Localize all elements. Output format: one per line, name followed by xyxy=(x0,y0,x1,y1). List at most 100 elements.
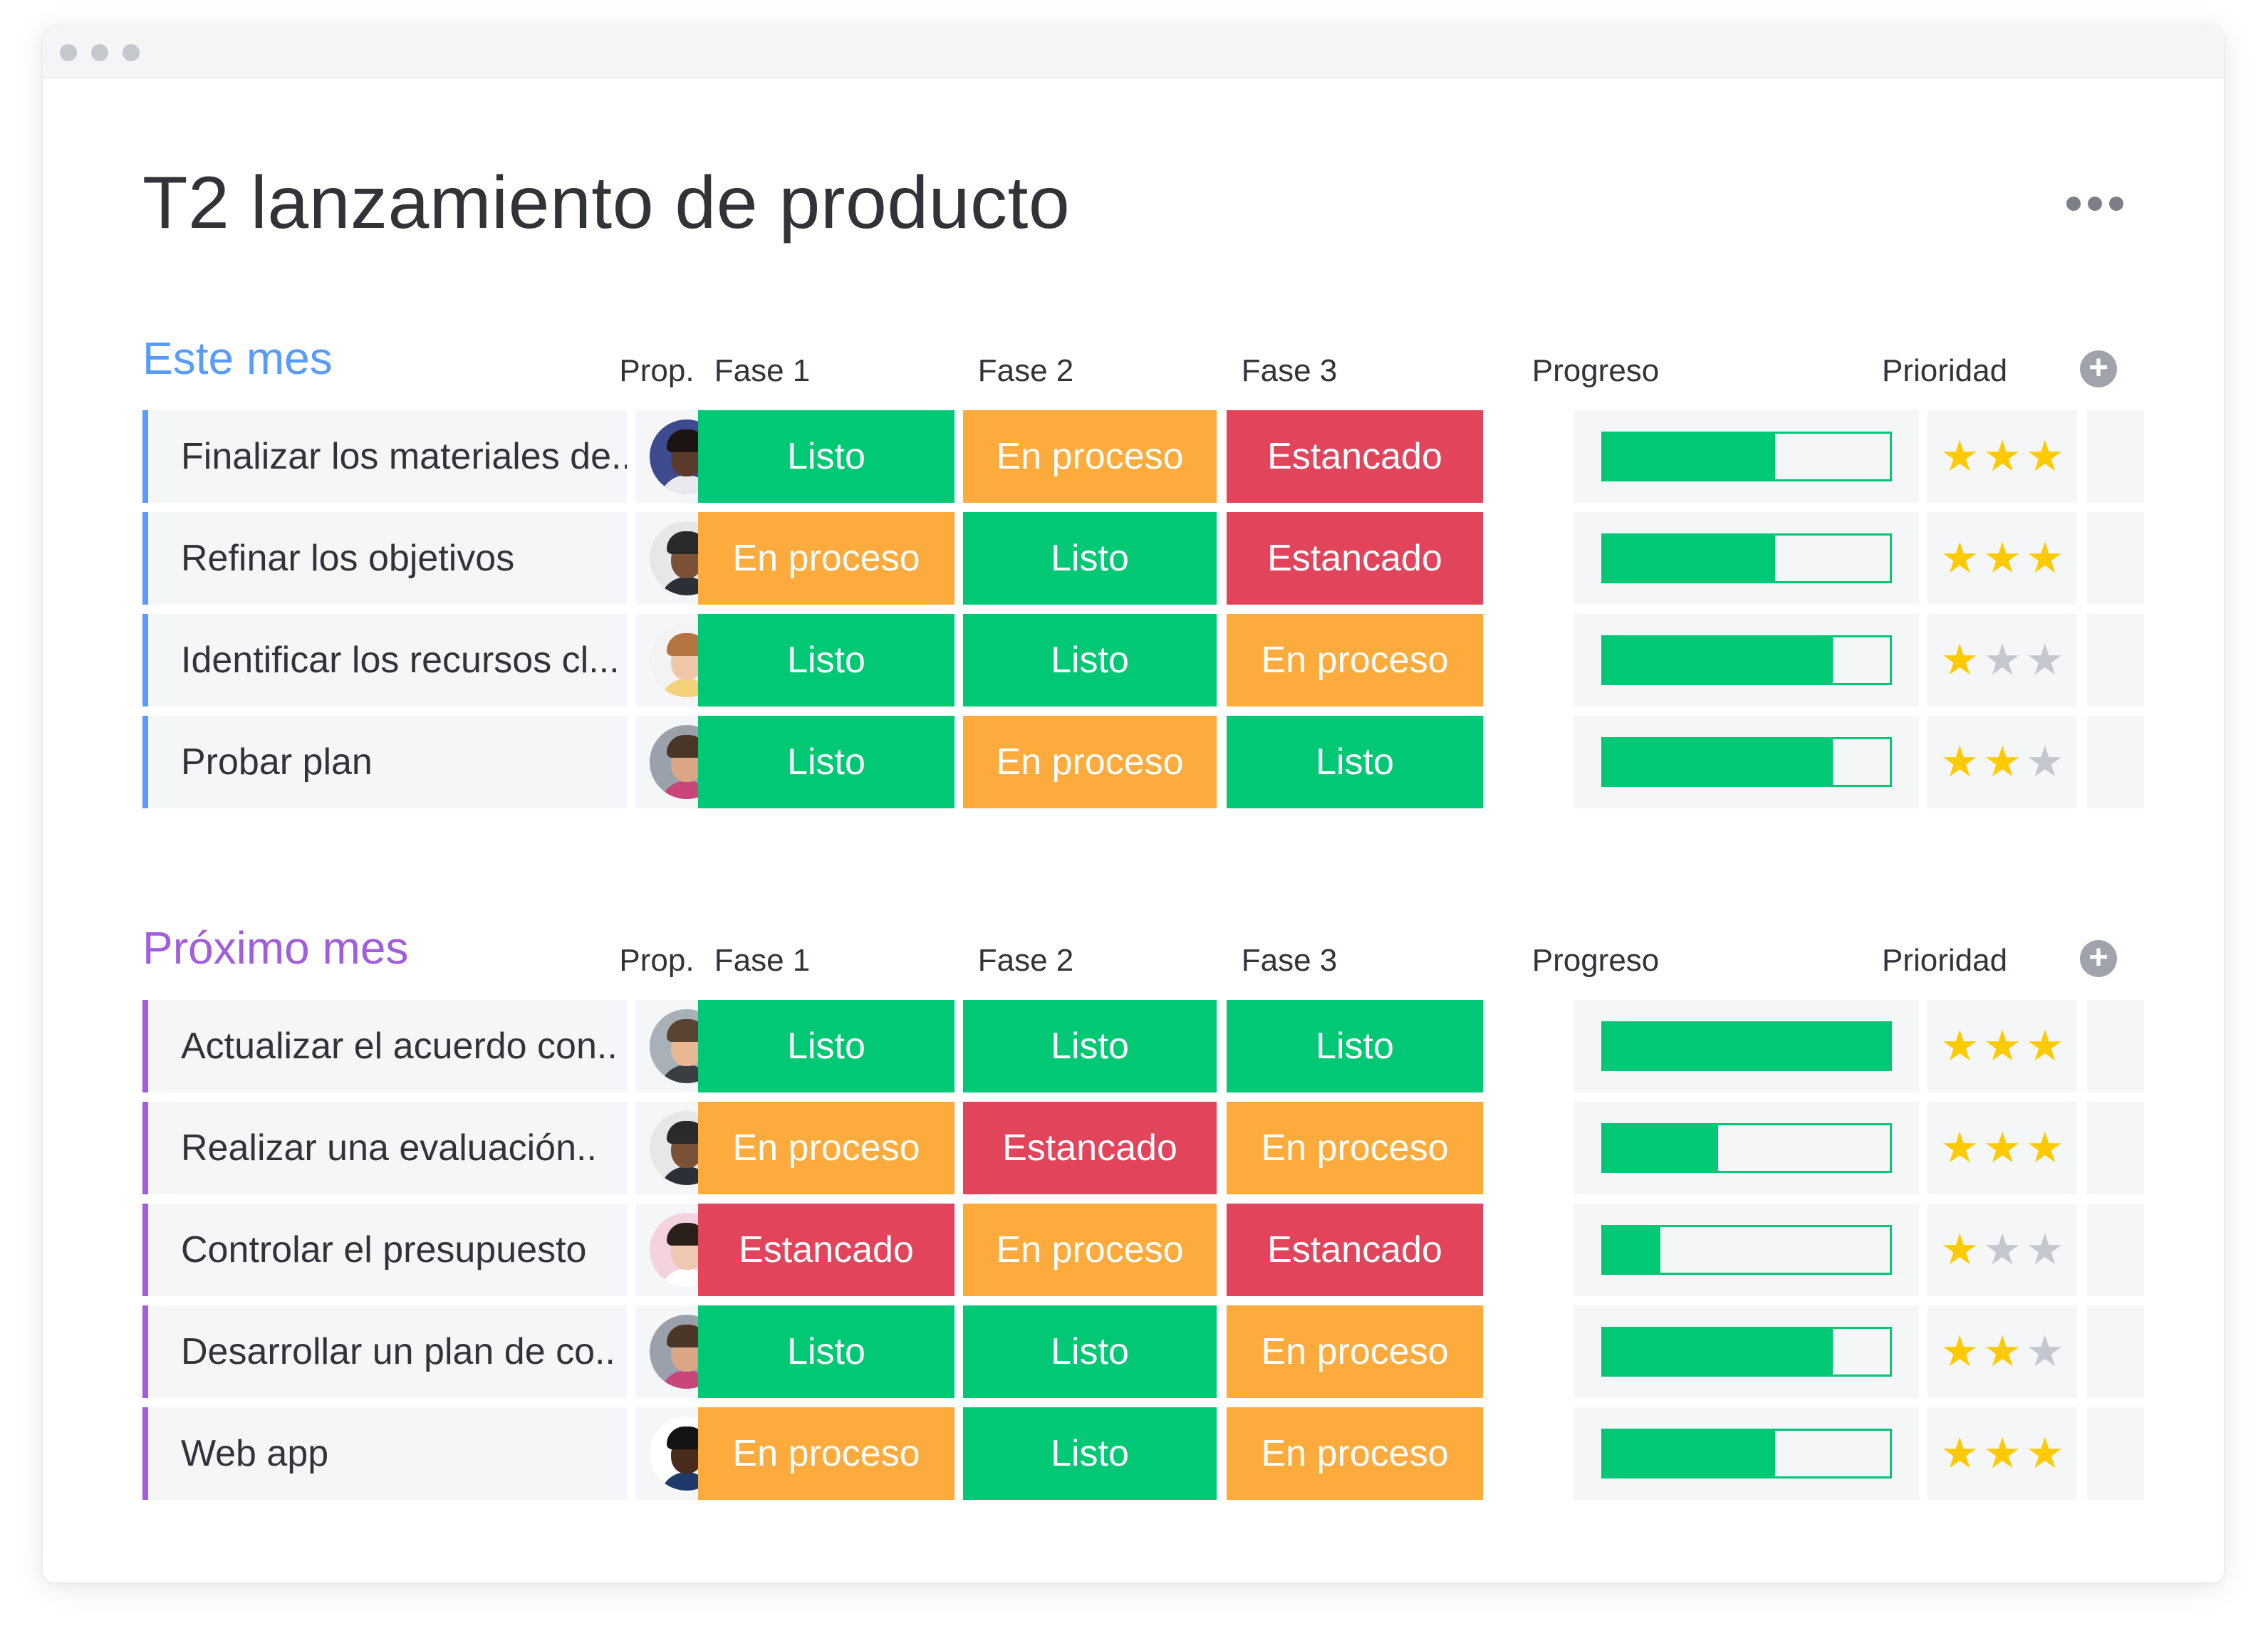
star-icon[interactable]: ★ xyxy=(1983,636,2022,684)
priority-rating[interactable]: ★ ★ ★ xyxy=(1928,1102,2077,1194)
status-phase-2[interactable]: Estancado xyxy=(963,1102,1217,1194)
column-header-phase3: Fase 3 xyxy=(1241,353,1338,388)
progress-cell xyxy=(1574,1305,1919,1398)
priority-rating[interactable]: ★ ★ ★ xyxy=(1928,410,2077,503)
star-icon[interactable]: ★ xyxy=(1983,1124,2022,1172)
priority-rating[interactable]: ★ ★ ★ xyxy=(1928,614,2077,706)
status-phase-3[interactable]: En proceso xyxy=(1227,1305,1483,1398)
progress-cell xyxy=(1574,1102,1919,1194)
window-dot-icon xyxy=(60,44,77,61)
star-icon[interactable]: ★ xyxy=(1940,432,1980,480)
star-icon[interactable]: ★ xyxy=(2025,636,2064,684)
star-icon[interactable]: ★ xyxy=(1940,1022,1980,1070)
star-icon[interactable]: ★ xyxy=(2025,1328,2064,1375)
star-icon[interactable]: ★ xyxy=(2025,1022,2064,1070)
item-name[interactable]: Probar plan xyxy=(142,716,627,808)
progress-fill xyxy=(1603,739,1833,785)
status-phase-1[interactable]: Listo xyxy=(698,1305,954,1398)
column-header-phase1: Fase 1 xyxy=(714,943,811,978)
item-name[interactable]: Desarrollar un plan de co.. xyxy=(142,1305,627,1398)
empty-cell xyxy=(2087,716,2144,808)
star-icon[interactable]: ★ xyxy=(1983,1022,2022,1070)
star-icon[interactable]: ★ xyxy=(1940,1429,1980,1477)
progress-fill xyxy=(1603,536,1776,581)
table-row: Refinar los objetivos En proceso Listo Esta… xyxy=(142,512,2171,605)
status-phase-3[interactable]: En proceso xyxy=(1227,1407,1483,1500)
star-icon[interactable]: ★ xyxy=(1983,738,2022,786)
status-phase-1[interactable]: En proceso xyxy=(698,1407,954,1500)
item-name[interactable]: Web app xyxy=(142,1407,627,1500)
column-header-phase2: Fase 2 xyxy=(977,943,1074,978)
progress-cell xyxy=(1574,614,1919,706)
star-icon[interactable]: ★ xyxy=(2025,1124,2064,1172)
star-icon[interactable]: ★ xyxy=(2025,1226,2064,1273)
progress-bar xyxy=(1601,1327,1892,1377)
star-icon[interactable]: ★ xyxy=(1940,1328,1980,1375)
status-phase-1[interactable]: Listo xyxy=(698,614,954,706)
progress-bar xyxy=(1601,432,1892,481)
group-title[interactable]: Este mes xyxy=(142,333,333,384)
status-phase-2[interactable]: Listo xyxy=(963,614,1217,706)
star-icon[interactable]: ★ xyxy=(1983,1429,2022,1477)
status-phase-2[interactable]: Listo xyxy=(963,1407,1217,1500)
column-header-progress: Progreso xyxy=(1531,353,1660,388)
priority-rating[interactable]: ★ ★ ★ xyxy=(1928,1204,2077,1296)
status-phase-3[interactable]: En proceso xyxy=(1227,614,1483,706)
star-icon[interactable]: ★ xyxy=(1940,636,1980,684)
window-titlebar xyxy=(43,26,2224,78)
star-icon[interactable]: ★ xyxy=(2025,738,2064,786)
group-title[interactable]: Próximo mes xyxy=(142,922,409,974)
empty-cell xyxy=(2087,410,2144,503)
plus-circle-icon[interactable]: + xyxy=(2080,350,2117,387)
star-icon[interactable]: ★ xyxy=(1940,1226,1980,1273)
priority-rating[interactable]: ★ ★ ★ xyxy=(1928,1000,2077,1092)
item-name[interactable]: Actualizar el acuerdo con.. xyxy=(142,1000,627,1092)
item-name[interactable]: Controlar el presupuesto xyxy=(142,1204,627,1296)
priority-rating[interactable]: ★ ★ ★ xyxy=(1928,1305,2077,1398)
status-phase-2[interactable]: Listo xyxy=(963,512,1217,605)
item-name[interactable]: Finalizar los materiales de.. xyxy=(142,410,627,503)
star-icon[interactable]: ★ xyxy=(2025,1429,2064,1477)
status-phase-1[interactable]: En proceso xyxy=(698,512,954,605)
plus-circle-icon[interactable]: + xyxy=(2080,940,2117,977)
progress-fill xyxy=(1603,1227,1661,1273)
group-2: Próximo mes Prop. Fase 1 Fase 2 Fase 3 Progre… xyxy=(43,922,2224,1506)
star-icon[interactable]: ★ xyxy=(1983,432,2022,480)
star-icon[interactable]: ★ xyxy=(1983,1328,2022,1375)
progress-cell xyxy=(1574,1000,1919,1092)
column-header-owner: Prop. xyxy=(619,943,695,978)
priority-rating[interactable]: ★ ★ ★ xyxy=(1928,1407,2077,1500)
star-icon[interactable]: ★ xyxy=(1940,738,1980,786)
status-phase-2[interactable]: En proceso xyxy=(963,410,1217,503)
status-phase-2[interactable]: En proceso xyxy=(963,716,1217,808)
status-phase-2[interactable]: En proceso xyxy=(963,1204,1217,1296)
star-icon[interactable]: ★ xyxy=(1983,1226,2022,1273)
priority-rating[interactable]: ★ ★ ★ xyxy=(1928,512,2077,605)
table-row: Web app En proceso Listo En proceso ★ ★ ★ xyxy=(142,1407,2171,1500)
star-icon[interactable]: ★ xyxy=(1983,534,2022,582)
group-1: Este mes Prop. Fase 1 Fase 2 Fase 3 Progreso P… xyxy=(43,332,2224,815)
status-phase-2[interactable]: Listo xyxy=(963,1305,1217,1398)
item-name[interactable]: Identificar los recursos cl... xyxy=(142,614,627,706)
status-phase-3[interactable]: Estancado xyxy=(1227,410,1483,503)
more-horizontal-icon[interactable] xyxy=(2063,189,2127,218)
status-phase-3[interactable]: Estancado xyxy=(1227,1204,1483,1296)
status-phase-3[interactable]: Estancado xyxy=(1227,512,1483,605)
item-name[interactable]: Refinar los objetivos xyxy=(142,512,627,605)
item-name[interactable]: Realizar una evaluación.. xyxy=(142,1102,627,1194)
star-icon[interactable]: ★ xyxy=(2025,432,2064,480)
status-phase-1[interactable]: Listo xyxy=(698,410,954,503)
status-phase-1[interactable]: Listo xyxy=(698,1000,954,1092)
priority-rating[interactable]: ★ ★ ★ xyxy=(1928,716,2077,808)
status-phase-1[interactable]: Listo xyxy=(698,716,954,808)
status-phase-3[interactable]: En proceso xyxy=(1227,1102,1483,1194)
status-phase-1[interactable]: En proceso xyxy=(698,1102,954,1194)
status-phase-3[interactable]: Listo xyxy=(1227,1000,1483,1092)
star-icon[interactable]: ★ xyxy=(1940,534,1980,582)
star-icon[interactable]: ★ xyxy=(1940,1124,1980,1172)
star-icon[interactable]: ★ xyxy=(2025,534,2064,582)
status-phase-2[interactable]: Listo xyxy=(963,1000,1217,1092)
status-phase-3[interactable]: Listo xyxy=(1227,716,1483,808)
window-dot-icon xyxy=(91,44,108,61)
status-phase-1[interactable]: Estancado xyxy=(698,1204,954,1296)
